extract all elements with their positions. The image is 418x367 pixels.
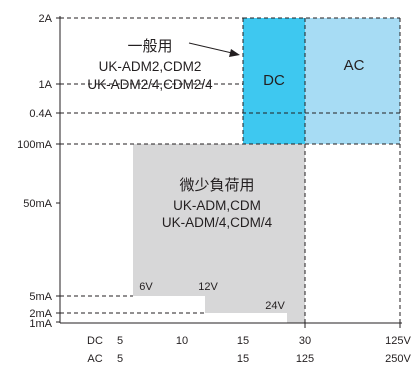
y-tick-label: 50mA xyxy=(23,198,52,210)
x-row-name: AC xyxy=(87,353,102,365)
general-use-title: 一般用 xyxy=(127,38,172,55)
x-tick-label: 250V xyxy=(385,353,411,365)
step-label-24v: 24V xyxy=(265,300,285,312)
arrow-head-icon xyxy=(229,49,240,57)
x-tick-label: 10 xyxy=(176,335,188,347)
x-tick-label: 5 xyxy=(117,353,123,365)
general-use-arrow-line xyxy=(188,42,233,54)
x-tick-label: 30 xyxy=(299,335,311,347)
micro-load-line-2: UK-ADM/4,CDM/4 xyxy=(162,215,273,230)
general-use-line-1: UK-ADM2,CDM2 xyxy=(99,59,202,74)
step-label-6v: 6V xyxy=(139,281,153,293)
y-tick-label: 100mA xyxy=(17,139,53,151)
general-use-annotation: 一般用 UK-ADM2,CDM2 UK-ADM2/4,CDM2/4 xyxy=(87,38,240,92)
x-tick-label: 15 xyxy=(237,353,249,365)
micro-load-line-1: UK-ADM,CDM xyxy=(173,198,261,213)
ac-region-label: AC xyxy=(344,57,365,74)
y-tick-labels: 2A 1A 0.4A 100mA 50mA 5mA 2mA 1mA xyxy=(17,13,53,330)
y-tick-label: 1mA xyxy=(29,318,52,330)
x-tick-label: 15 xyxy=(237,335,249,347)
x-tick-marks xyxy=(304,323,401,328)
x-tick-label: 125V xyxy=(385,335,411,347)
ac-area xyxy=(305,18,400,144)
x-row-ac: AC 5 15 125 250V xyxy=(87,353,411,365)
y-tick-label: 1A xyxy=(39,79,53,91)
x-tick-label: 5 xyxy=(117,335,123,347)
y-tick-label: 2mA xyxy=(29,308,52,320)
y-tick-marks xyxy=(56,17,60,323)
x-tick-label: 125 xyxy=(296,353,314,365)
y-tick-label: 5mA xyxy=(29,291,52,303)
y-tick-label: 2A xyxy=(39,13,53,25)
dc-area xyxy=(243,18,305,144)
y-tick-label: 0.4A xyxy=(29,108,52,120)
micro-load-annotation: 微少負荷用 UK-ADM,CDM UK-ADM/4,CDM/4 xyxy=(162,177,273,230)
micro-load-title: 微少負荷用 xyxy=(179,177,254,194)
x-row-name: DC xyxy=(87,335,103,347)
x-row-dc: DC 5 10 15 30 125V xyxy=(87,335,411,347)
dc-region-label: DC xyxy=(263,72,285,89)
step-label-12v: 12V xyxy=(198,281,218,293)
general-use-line-2: UK-ADM2/4,CDM2/4 xyxy=(87,77,213,92)
micro-load-area xyxy=(133,144,305,323)
